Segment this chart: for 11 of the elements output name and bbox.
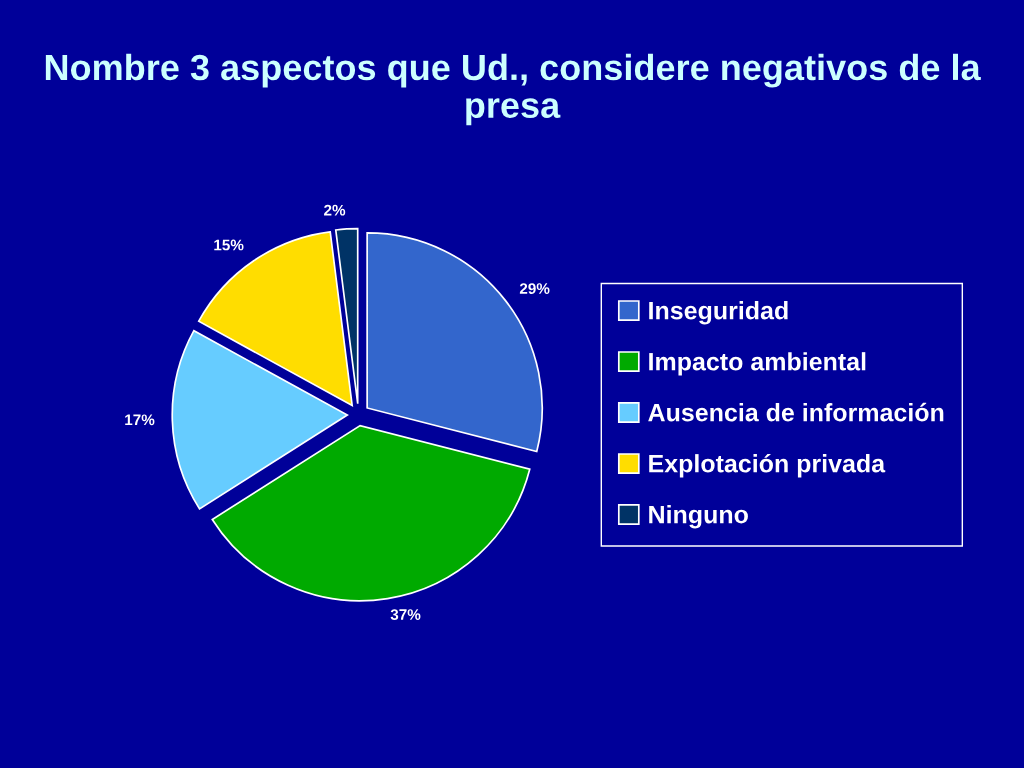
data-label: 37% xyxy=(390,609,421,621)
legend-label: Ausencia de información xyxy=(648,402,944,422)
chart-title: Nombre 3 aspectos que Ud., considere negativos de la presa xyxy=(45,53,981,126)
data-label: 15% xyxy=(214,239,244,251)
data-label: 2% xyxy=(324,204,346,216)
legend-label: Inseguridad xyxy=(649,301,788,325)
legend-label: Impacto ambiental xyxy=(649,352,866,376)
data-label: 17% xyxy=(125,414,155,426)
legend-label: Explotación privada xyxy=(649,453,886,478)
data-label: 29% xyxy=(519,283,550,294)
legend-label: Ninguno xyxy=(649,505,748,529)
